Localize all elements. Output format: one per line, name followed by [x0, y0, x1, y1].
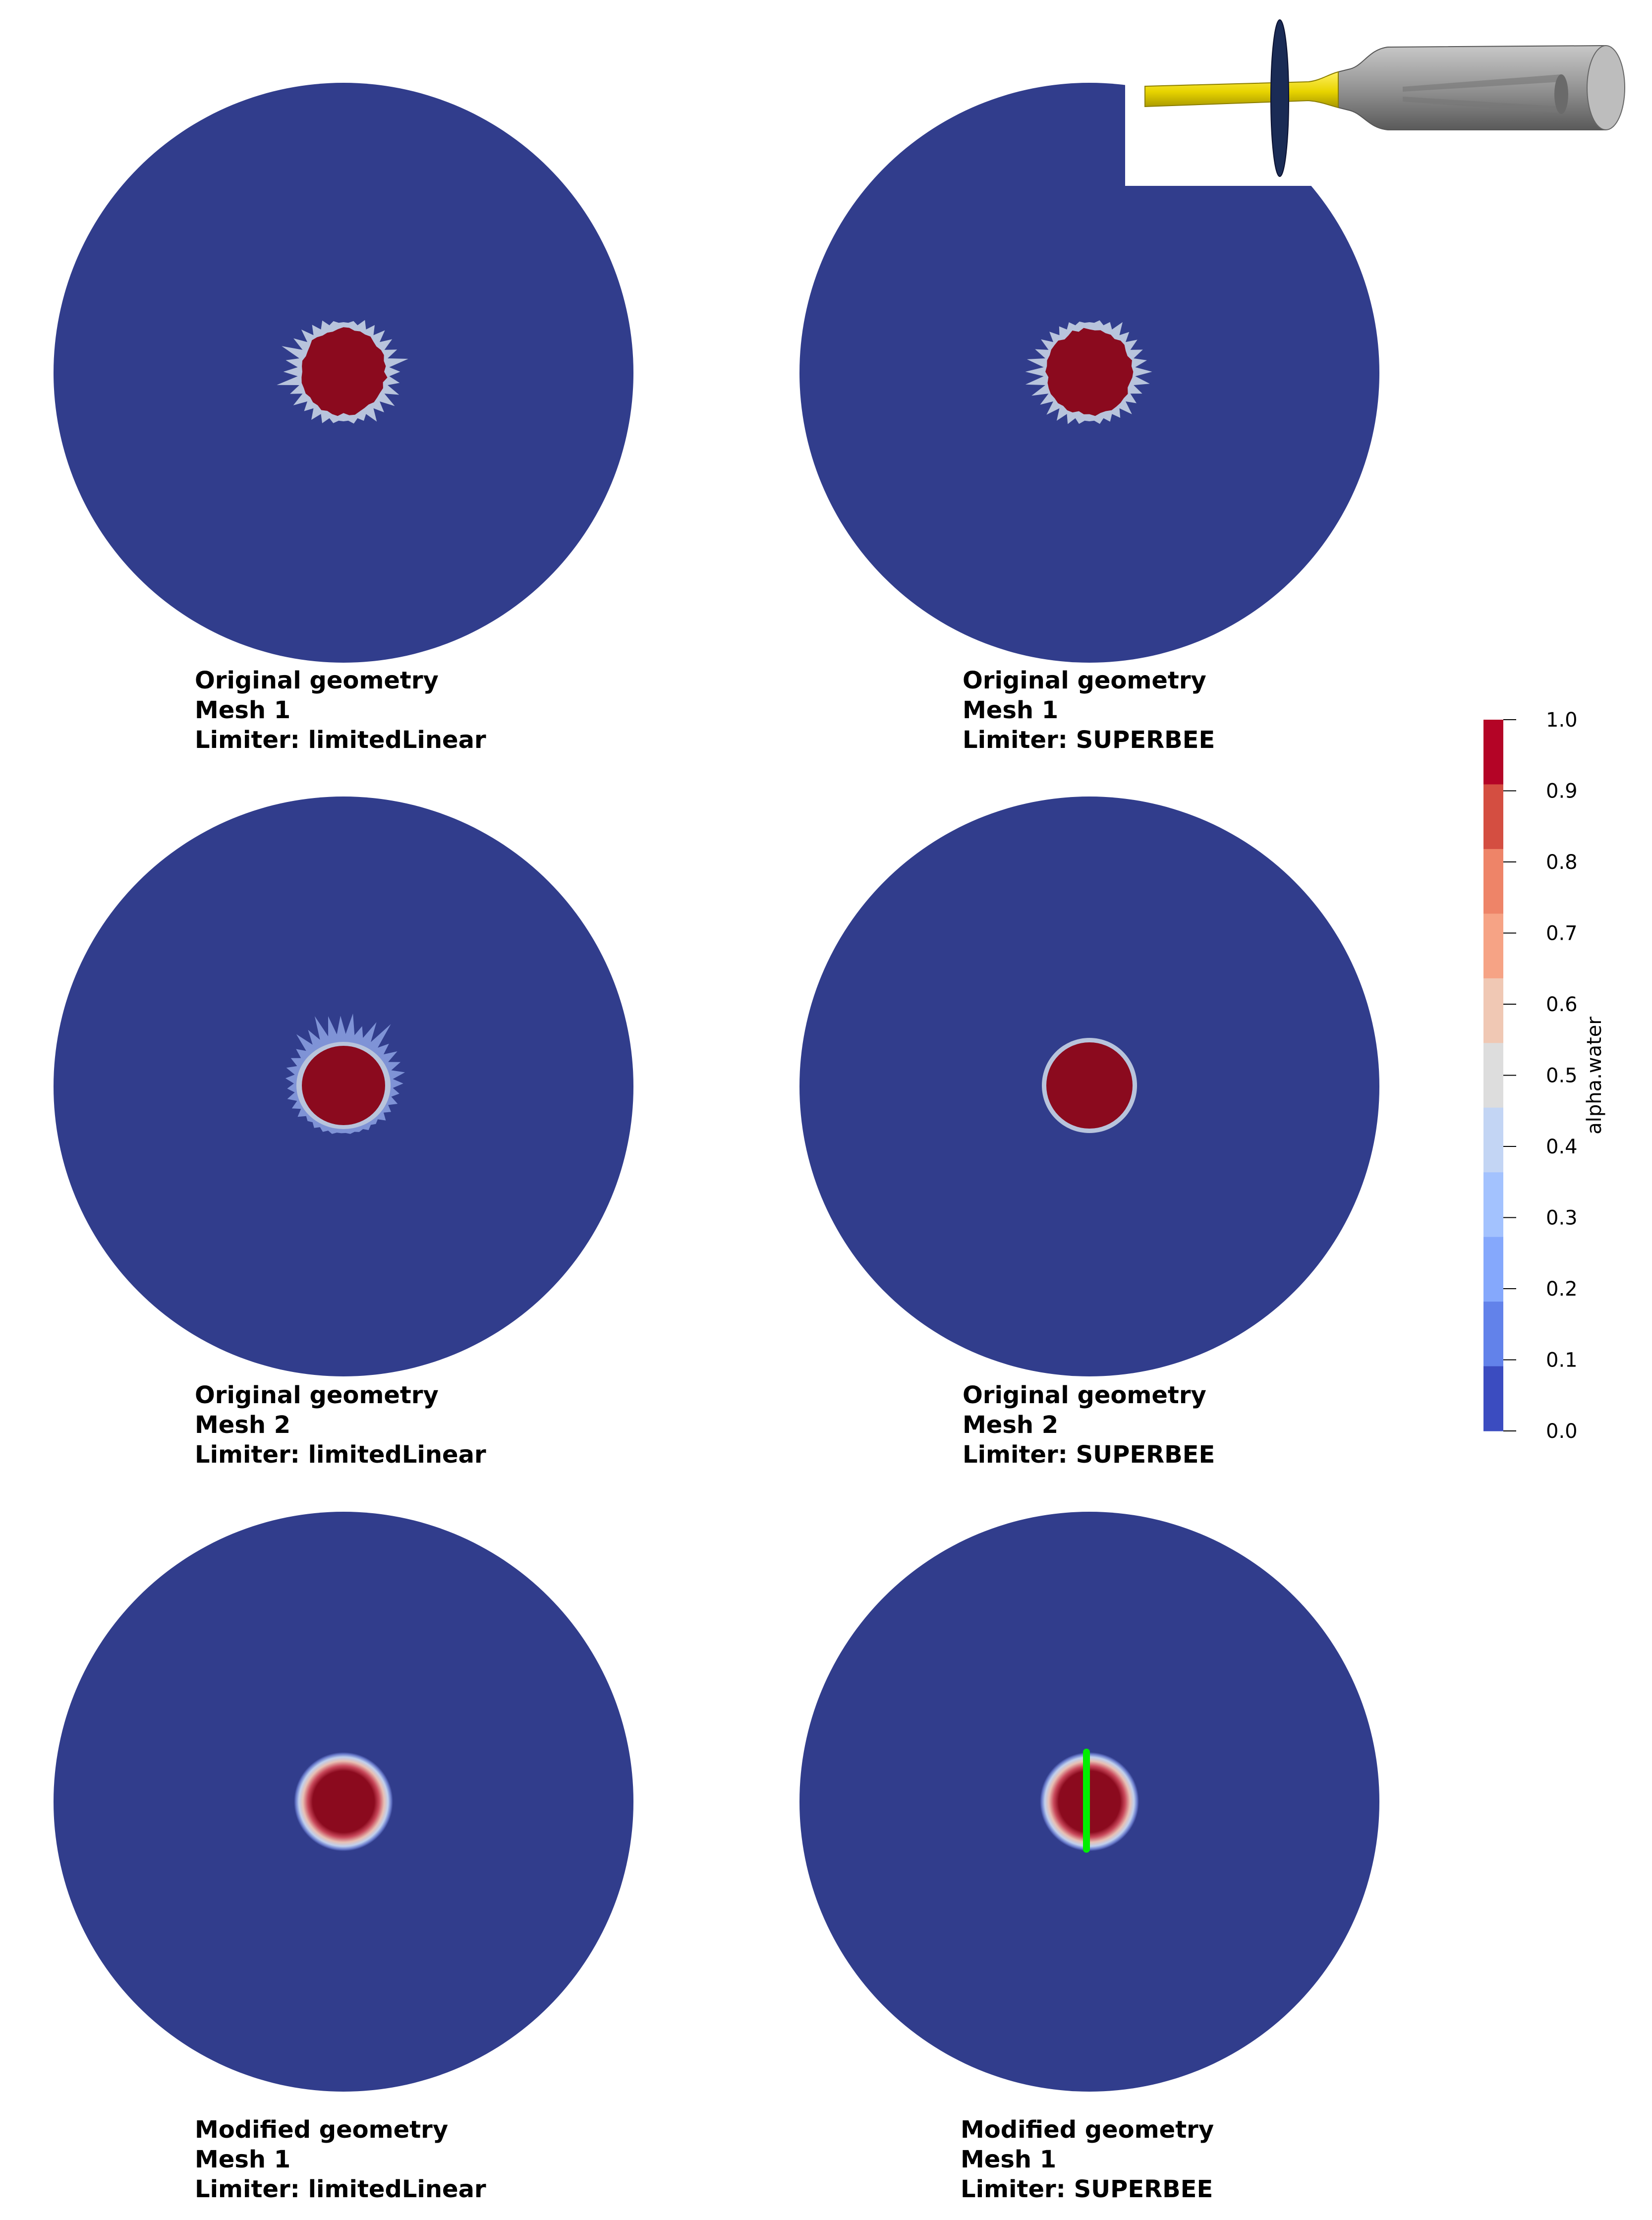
domain-panel-4 — [799, 797, 1379, 1376]
colorbar-title: alpha.water — [1583, 1017, 1606, 1135]
panel-caption-3: Original geometry Mesh 2 Limiter: limitedL… — [195, 1380, 486, 1470]
caption-line: Mesh 1 — [195, 2146, 291, 2173]
colorbar-band — [1483, 1172, 1503, 1238]
colorbar-band — [1483, 978, 1503, 1043]
caption-line: Original geometry — [195, 1381, 439, 1409]
water-core — [301, 327, 388, 416]
caption-line: Mesh 2 — [195, 1411, 291, 1439]
caption-line: Mesh 1 — [961, 2146, 1057, 2173]
caption-line: Modified geometry — [961, 2116, 1214, 2144]
caption-line: Mesh 1 — [195, 696, 291, 724]
nozzle-needle — [1144, 71, 1339, 109]
caption-line: Limiter: limitedLinear — [195, 2175, 486, 2203]
caption-line: Limiter: SUPERBEE — [961, 2175, 1213, 2203]
domain-panel-6 — [799, 1512, 1379, 2092]
colorbar-band — [1483, 720, 1503, 785]
caption-line: Mesh 1 — [963, 696, 1059, 724]
caption-line: Limiter: limitedLinear — [195, 726, 486, 754]
colorbar-tick-label: 0.1 — [1546, 1349, 1578, 1372]
colorbar-band — [1483, 1237, 1503, 1302]
panel-caption-5: Modified geometry Mesh 1 Limiter: limitedL… — [195, 2115, 486, 2204]
colorbar-tick-label: 0.4 — [1546, 1136, 1578, 1158]
panel-caption-6: Modified geometry Mesh 1 Limiter: SUPERBEE — [961, 2115, 1214, 2204]
colorbar-tick-label: 0.6 — [1546, 993, 1578, 1016]
caption-line: Limiter: SUPERBEE — [963, 1441, 1215, 1469]
nozzle-geometry-inset — [1144, 19, 1625, 177]
caption-line: Limiter: SUPERBEE — [963, 726, 1215, 754]
panel-caption-4: Original geometry Mesh 2 Limiter: SUPERBEE — [963, 1380, 1215, 1470]
colorbar-tick-label: 0.5 — [1546, 1065, 1578, 1087]
caption-line: Modified geometry — [195, 2116, 449, 2144]
caption-line: Mesh 2 — [963, 1411, 1059, 1439]
colorbar-band — [1483, 913, 1503, 979]
panel-caption-1: Original geometry Mesh 1 Limiter: limitedL… — [195, 666, 486, 755]
colorbar-tick-label: 1.0 — [1546, 709, 1578, 732]
domain-panel-5 — [54, 1512, 633, 2092]
water-core — [1046, 1042, 1133, 1129]
domain-panel-1 — [54, 83, 633, 663]
caption-line: Original geometry — [195, 667, 439, 694]
colorbar-band — [1483, 1043, 1503, 1108]
nozzle-body — [1338, 45, 1625, 130]
colorbar-tick-label: 0.0 — [1546, 1420, 1578, 1443]
slice-plane-disc — [1270, 19, 1289, 177]
colorbar-tick-label: 0.3 — [1546, 1207, 1578, 1230]
domain-panel-2 — [799, 83, 1379, 663]
colorbar-band — [1483, 1302, 1503, 1367]
colorbar-tick-label: 0.7 — [1546, 922, 1578, 945]
colorbar-tick-label: 0.2 — [1546, 1278, 1578, 1301]
water-droplet-diffuse — [294, 1752, 393, 1851]
caption-line: Limiter: limitedLinear — [195, 1441, 486, 1469]
water-core — [302, 1046, 385, 1125]
colorbar-band — [1483, 1366, 1503, 1431]
colorbar-band — [1483, 1107, 1503, 1173]
panel-caption-2: Original geometry Mesh 1 Limiter: SUPERBEE — [963, 666, 1215, 755]
colorbar-band — [1483, 784, 1503, 850]
colorbar-band — [1483, 849, 1503, 914]
colorbar-tick-label: 0.9 — [1546, 780, 1578, 803]
domain-panel-3 — [54, 797, 633, 1376]
water-core — [1045, 328, 1134, 416]
colorbar: 1.0 0.9 0.8 0.7 0.6 0.5 0.4 0.3 0.2 0.1 0.0 alpha.w… — [1483, 709, 1606, 1443]
caption-line: Original geometry — [963, 667, 1206, 694]
caption-line: Original geometry — [963, 1381, 1206, 1409]
colorbar-tick-label: 0.8 — [1546, 851, 1578, 874]
